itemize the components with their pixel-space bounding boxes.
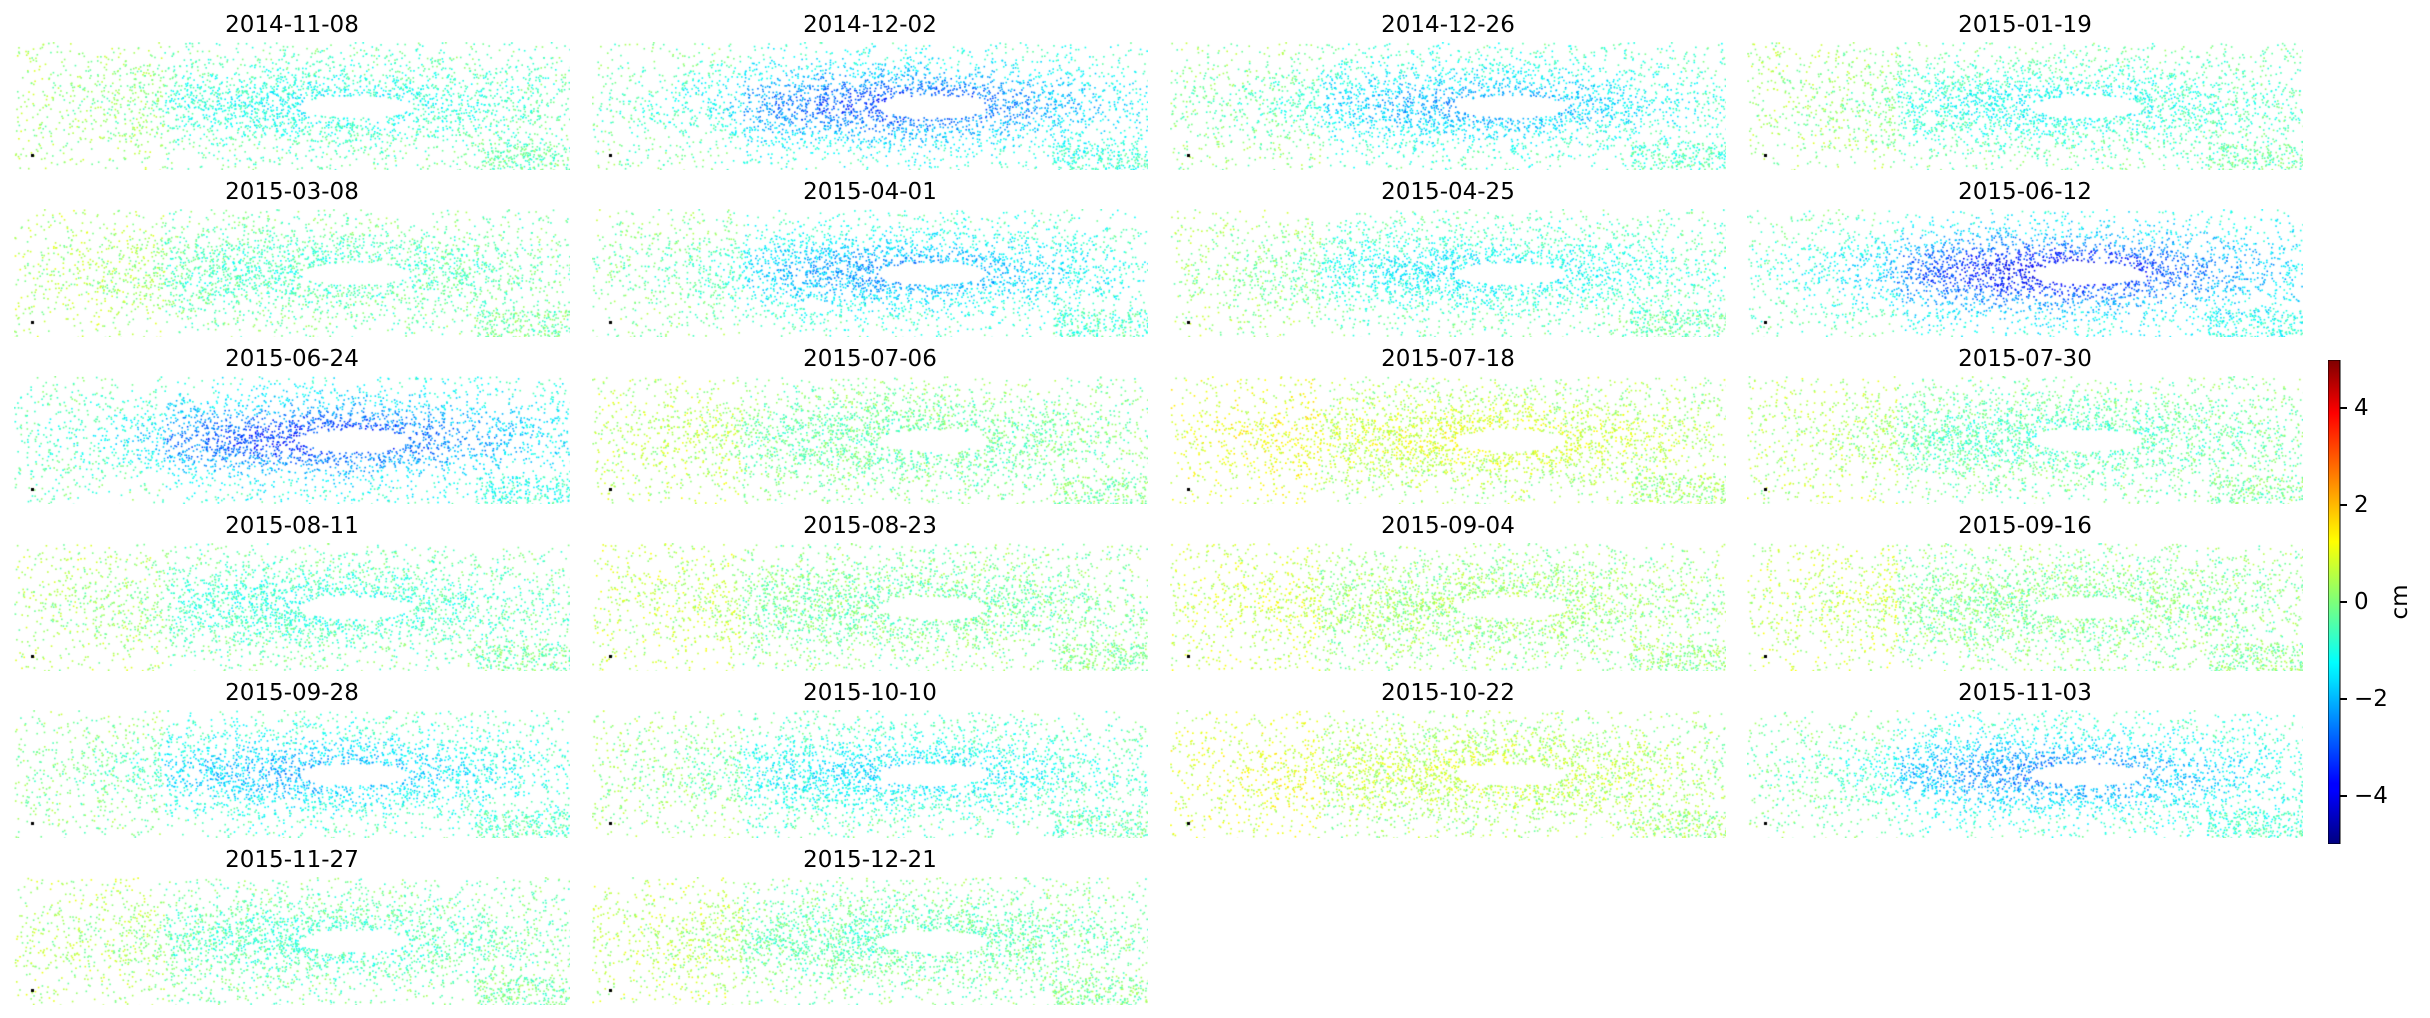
displacement-map <box>1170 710 1726 838</box>
colorbar-tick-mark <box>2340 504 2347 507</box>
map-panel: 2015-06-12 <box>1747 177 2303 337</box>
map-panel: 2015-12-21 <box>592 845 1148 1005</box>
displacement-map <box>1747 543 2303 671</box>
panel-title: 2015-09-28 <box>225 680 359 706</box>
colorbar-tick-label: −4 <box>2354 782 2388 809</box>
colorbar-tick-mark <box>2340 697 2347 700</box>
displacement-map <box>1747 209 2303 337</box>
displacement-map <box>592 543 1148 671</box>
panel-title: 2015-01-19 <box>1958 12 2092 38</box>
map-panel: 2014-11-08 <box>14 10 570 170</box>
panel-title: 2015-07-06 <box>803 346 937 372</box>
panel-title: 2015-03-08 <box>225 179 359 205</box>
displacement-map <box>14 209 570 337</box>
colorbar: 4 2 0 −2 −4 cm <box>2327 359 2430 845</box>
map-panel: 2015-10-22 <box>1170 678 1726 838</box>
map-panel: 2015-09-04 <box>1170 511 1726 671</box>
displacement-map <box>14 710 570 838</box>
panel-title: 2015-07-30 <box>1958 346 2092 372</box>
colorbar-tick-label: 2 <box>2354 492 2369 519</box>
map-panel: 2015-08-11 <box>14 511 570 671</box>
displacement-map <box>1170 209 1726 337</box>
displacement-map <box>592 376 1148 504</box>
displacement-map <box>1170 376 1726 504</box>
map-panel: 2014-12-02 <box>592 10 1148 170</box>
panel-title: 2015-07-18 <box>1381 346 1515 372</box>
displacement-map <box>14 877 570 1005</box>
map-panel: 2014-12-26 <box>1170 10 1726 170</box>
displacement-map <box>592 42 1148 170</box>
displacement-map <box>14 42 570 170</box>
displacement-map <box>1747 710 2303 838</box>
displacement-map <box>1747 42 2303 170</box>
map-panel: 2015-08-23 <box>592 511 1148 671</box>
panel-title: 2015-04-25 <box>1381 179 1515 205</box>
map-panel: 2015-04-01 <box>592 177 1148 337</box>
displacement-map <box>592 877 1148 1005</box>
colorbar-label: cm <box>2387 584 2413 620</box>
map-panel: 2015-06-24 <box>14 344 570 504</box>
colorbar-tick-label: 0 <box>2354 589 2369 615</box>
panel-title: 2015-06-12 <box>1958 179 2092 205</box>
panel-title: 2015-11-27 <box>225 847 359 873</box>
map-panel: 2015-07-18 <box>1170 344 1726 504</box>
displacement-map <box>592 710 1148 838</box>
map-panel: 2015-10-10 <box>592 678 1148 838</box>
displacement-map <box>1170 543 1726 671</box>
panel-title: 2014-11-08 <box>225 12 359 38</box>
panel-title: 2015-08-23 <box>803 513 937 539</box>
panel-title: 2015-09-16 <box>1958 513 2092 539</box>
map-panel: 2015-11-03 <box>1747 678 2303 838</box>
map-panel: 2015-07-30 <box>1747 344 2303 504</box>
panel-title: 2015-12-21 <box>803 847 937 873</box>
colorbar-tick-mark <box>2340 601 2347 603</box>
panel-title: 2015-10-10 <box>803 680 937 706</box>
map-panel: 2015-01-19 <box>1747 10 2303 170</box>
panel-title: 2015-08-11 <box>225 513 359 539</box>
map-panel: 2015-09-28 <box>14 678 570 838</box>
displacement-map <box>14 376 570 504</box>
panel-title: 2015-04-01 <box>803 179 937 205</box>
panel-title: 2015-10-22 <box>1381 680 1515 706</box>
map-panel: 2015-09-16 <box>1747 511 2303 671</box>
map-panel: 2015-07-06 <box>592 344 1148 504</box>
colorbar-tick-mark <box>2340 407 2347 410</box>
map-panel: 2015-03-08 <box>14 177 570 337</box>
colorbar-tick-mark <box>2340 794 2347 797</box>
displacement-map <box>1747 376 2303 504</box>
colorbar-tick-label: 4 <box>2354 395 2369 422</box>
colorbar-tick-label: −2 <box>2354 685 2388 712</box>
panel-title: 2015-06-24 <box>225 346 359 372</box>
map-panel: 2015-04-25 <box>1170 177 1726 337</box>
displacement-map <box>14 543 570 671</box>
panel-title: 2015-11-03 <box>1958 680 2092 706</box>
map-panel: 2015-11-27 <box>14 845 570 1005</box>
panel-title: 2014-12-02 <box>803 12 937 38</box>
panel-title: 2014-12-26 <box>1381 12 1515 38</box>
displacement-map <box>1170 42 1726 170</box>
displacement-map <box>592 209 1148 337</box>
panel-title: 2015-09-04 <box>1381 513 1515 539</box>
